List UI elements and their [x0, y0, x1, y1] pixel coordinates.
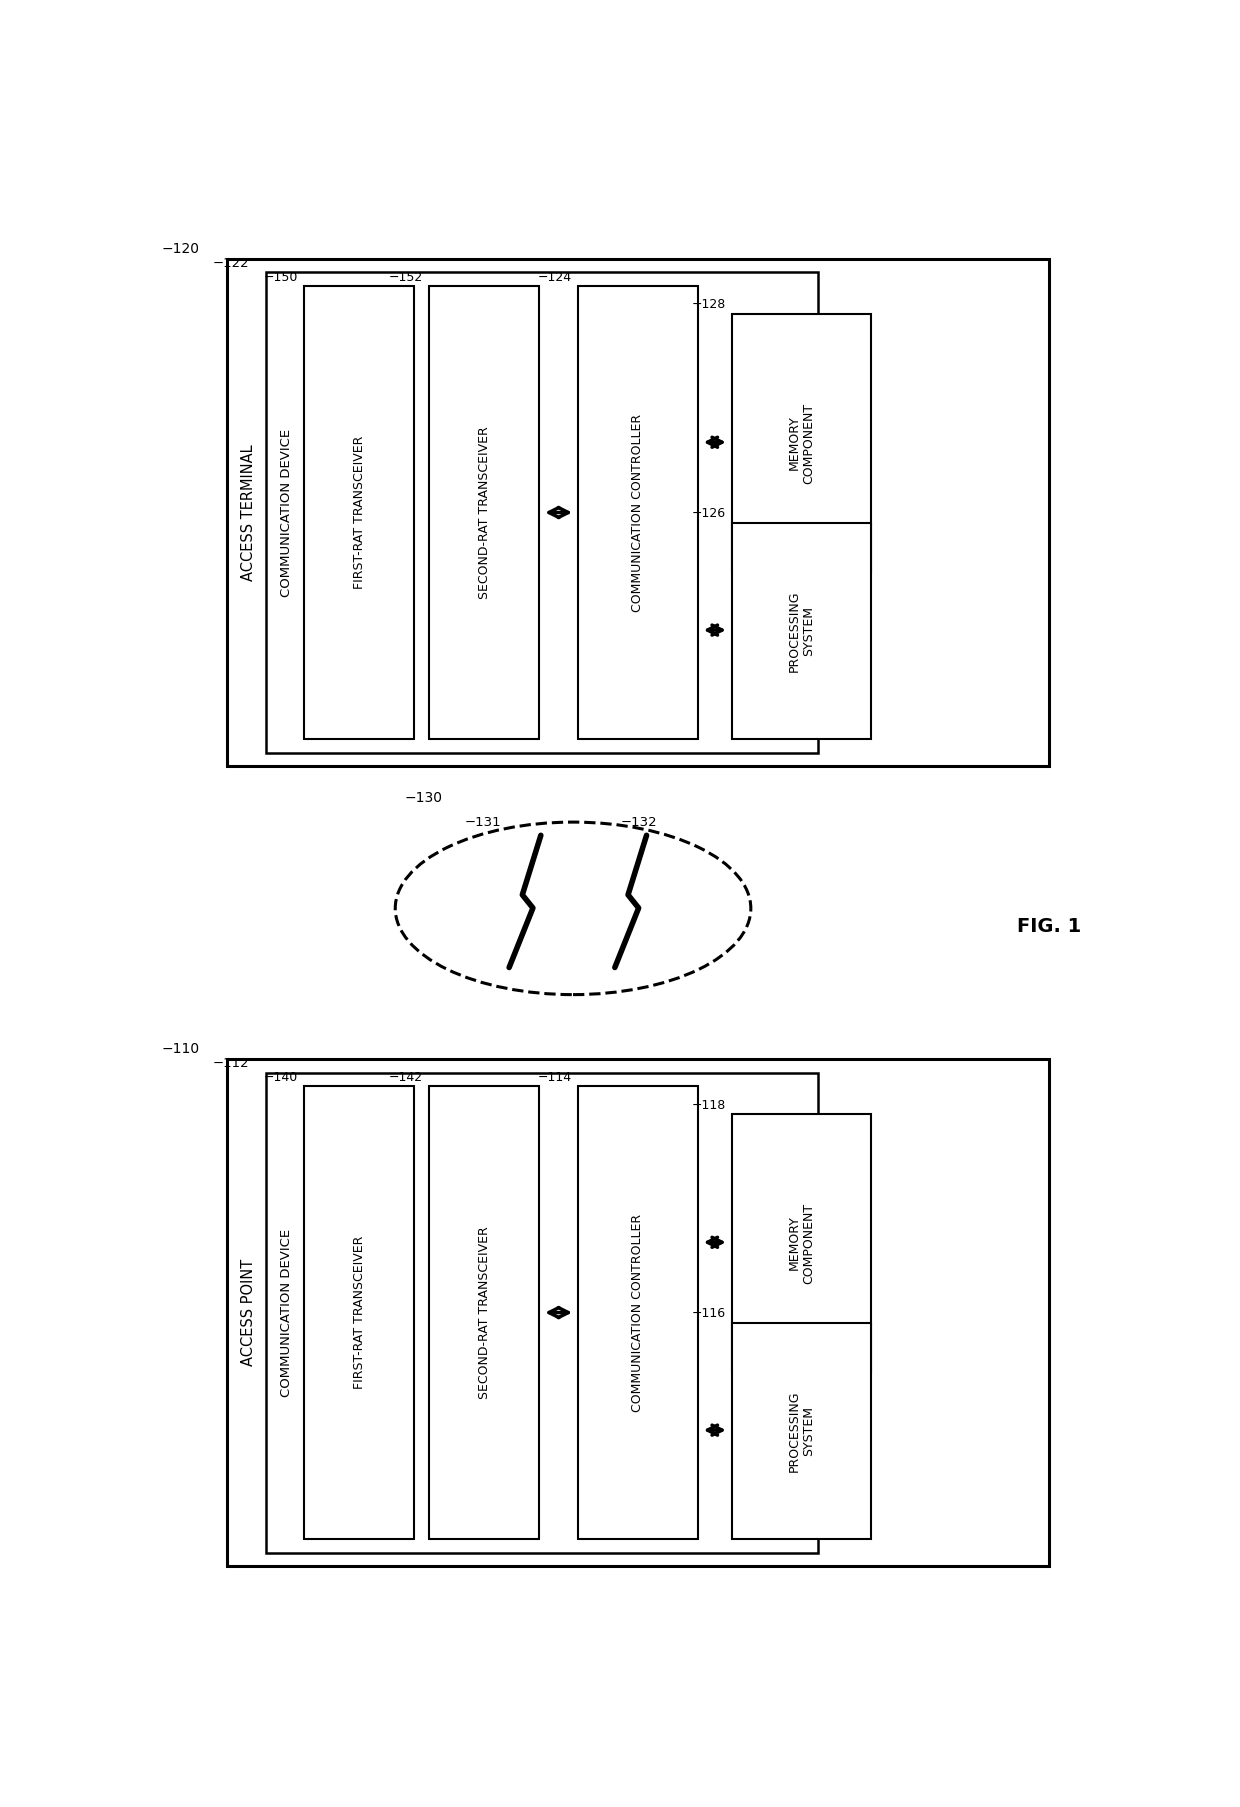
Bar	[304, 287, 414, 739]
Bar	[732, 1323, 870, 1540]
Text: −150: −150	[264, 271, 298, 284]
Text: −140: −140	[264, 1072, 298, 1084]
Text: −118: −118	[691, 1099, 725, 1111]
Text: −130: −130	[404, 791, 443, 806]
Text: FIRST-RAT TRANSCEIVER: FIRST-RAT TRANSCEIVER	[352, 435, 366, 589]
Text: −131: −131	[464, 815, 501, 829]
Bar	[732, 1115, 870, 1372]
Text: −110: −110	[161, 1043, 200, 1055]
Bar	[429, 287, 539, 739]
Text: −114: −114	[537, 1072, 572, 1084]
Text: −112: −112	[213, 1057, 249, 1070]
Text: COMMUNICATION CONTROLLER: COMMUNICATION CONTROLLER	[631, 414, 645, 611]
Bar	[578, 1086, 698, 1540]
Text: −120: −120	[161, 242, 200, 257]
Text: −132: −132	[621, 815, 657, 829]
Text: COMMUNICATION CONTROLLER: COMMUNICATION CONTROLLER	[631, 1214, 645, 1411]
Text: ACCESS POINT: ACCESS POINT	[241, 1259, 255, 1366]
Bar	[732, 522, 870, 739]
Text: FIRST-RAT TRANSCEIVER: FIRST-RAT TRANSCEIVER	[352, 1236, 366, 1390]
Bar	[265, 1073, 818, 1552]
Text: ACCESS TERMINAL: ACCESS TERMINAL	[241, 445, 255, 580]
Bar	[227, 258, 1049, 766]
Bar	[265, 273, 818, 752]
Text: −124: −124	[537, 271, 572, 284]
Text: FIG. 1: FIG. 1	[1017, 916, 1081, 936]
Text: −122: −122	[213, 257, 249, 269]
Bar	[578, 287, 698, 739]
Bar	[304, 1086, 414, 1540]
Text: −126: −126	[691, 508, 725, 520]
Text: MEMORY
COMPONENT: MEMORY COMPONENT	[787, 403, 815, 484]
Bar	[732, 314, 870, 571]
Text: PROCESSING
SYSTEM: PROCESSING SYSTEM	[787, 1390, 815, 1471]
Text: COMMUNICATION DEVICE: COMMUNICATION DEVICE	[280, 1229, 293, 1397]
Text: −152: −152	[388, 271, 423, 284]
Text: −128: −128	[691, 298, 725, 311]
Text: PROCESSING
SYSTEM: PROCESSING SYSTEM	[787, 591, 815, 672]
Text: MEMORY
COMPONENT: MEMORY COMPONENT	[787, 1202, 815, 1283]
Bar	[227, 1059, 1049, 1567]
Text: SECOND-RAT TRANSCEIVER: SECOND-RAT TRANSCEIVER	[477, 426, 491, 598]
Text: −116: −116	[691, 1306, 725, 1321]
Text: SECOND-RAT TRANSCEIVER: SECOND-RAT TRANSCEIVER	[477, 1227, 491, 1399]
Bar	[429, 1086, 539, 1540]
Text: −142: −142	[388, 1072, 423, 1084]
Text: COMMUNICATION DEVICE: COMMUNICATION DEVICE	[280, 428, 293, 596]
